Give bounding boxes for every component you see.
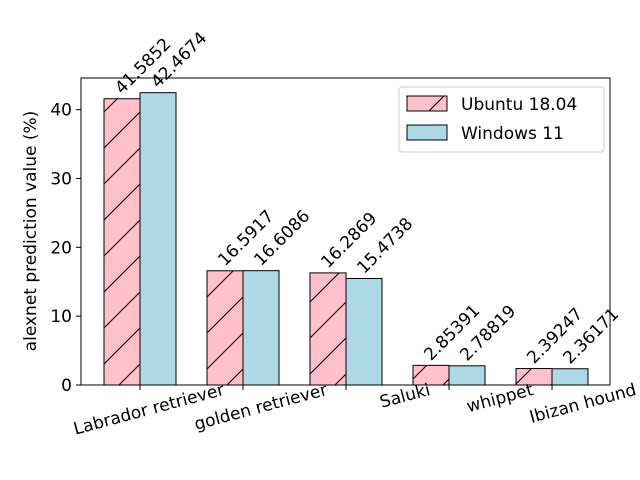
y-tick-label-1: 10 xyxy=(50,307,72,327)
y-tick-label-3: 30 xyxy=(50,169,72,189)
y-tick-label-0: 0 xyxy=(61,376,72,396)
bar-hatch-4 xyxy=(516,368,552,385)
bar-hatch-1 xyxy=(207,270,243,385)
bars-group xyxy=(103,92,589,386)
legend-label-windows: Windows 11 xyxy=(461,124,564,144)
x-tick-label-3: whippet xyxy=(465,380,536,417)
x-tick-label-4: Ibizan hound xyxy=(527,380,638,428)
legend-swatch-ubuntu-hatch xyxy=(407,96,447,111)
bar-windows-3 xyxy=(448,365,486,386)
legend: Ubuntu 18.04 Windows 11 xyxy=(398,86,605,153)
y-ticks-group: 0 10 20 30 40 xyxy=(50,101,81,396)
legend-label-ubuntu: Ubuntu 18.04 xyxy=(461,95,577,115)
y-axis-label: alexnet prediction value (%) xyxy=(21,111,41,352)
bar-windows-4 xyxy=(551,368,589,386)
bar-windows-1 xyxy=(242,270,280,386)
bar-windows-2 xyxy=(345,277,383,386)
y-tick-label-2: 20 xyxy=(50,238,72,258)
legend-swatch-windows xyxy=(406,124,448,141)
bar-hatch-0 xyxy=(104,98,140,385)
bar-hatch-2 xyxy=(310,272,346,385)
y-tick-label-4: 40 xyxy=(50,101,72,121)
bar-windows-0 xyxy=(139,92,177,386)
bar-hatch-3 xyxy=(413,365,449,385)
legend-frame xyxy=(398,86,605,153)
